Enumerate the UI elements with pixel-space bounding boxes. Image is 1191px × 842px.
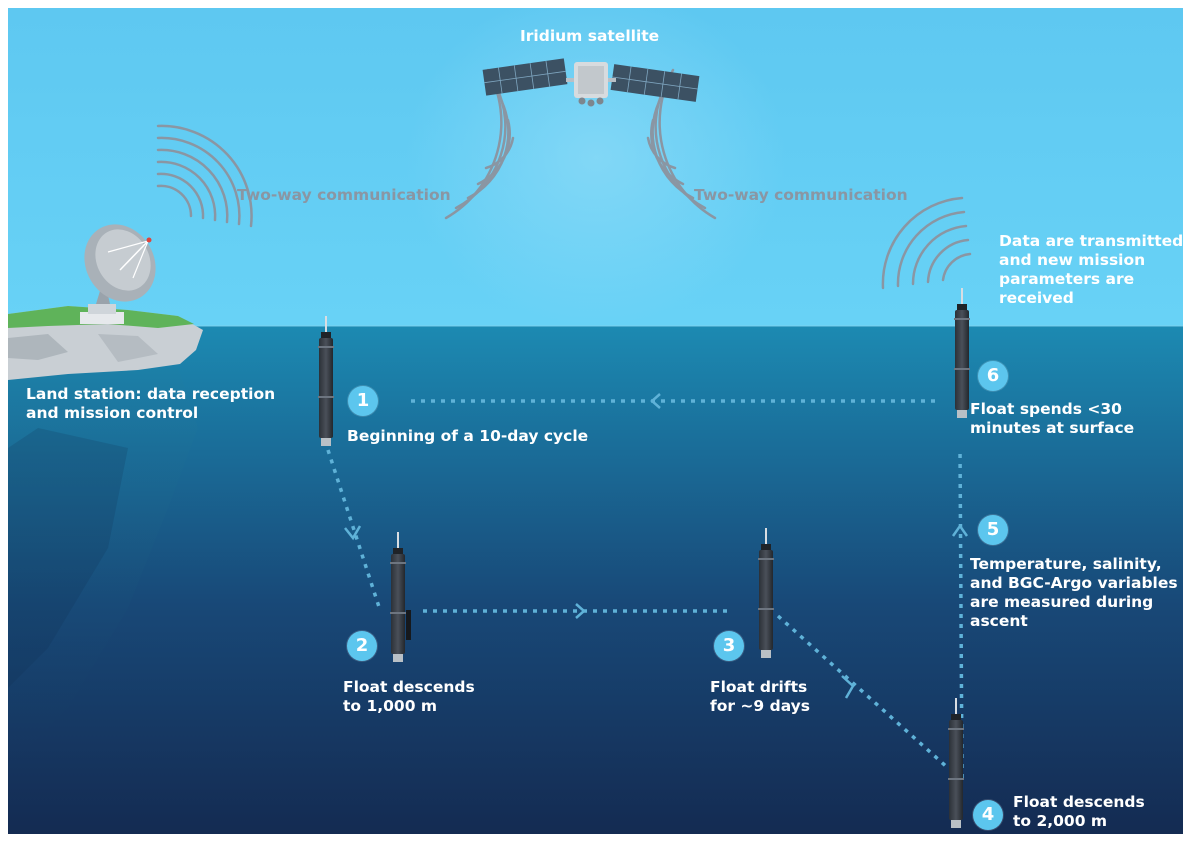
step-label: Float drifts for ~9 days <box>710 678 810 716</box>
step-label-line: Temperature, salinity, <box>970 555 1162 573</box>
step-label-line: for ~9 days <box>710 697 811 715</box>
step-label: Float spends <30 minutes at surface <box>970 400 1134 438</box>
transmit-note-line-3: parameters are <box>999 270 1135 288</box>
satellite-icon <box>482 58 700 107</box>
transmit-note-line-2: and new mission <box>999 251 1146 269</box>
transmit-note: Data are transmitted and new mission par… <box>999 232 1183 308</box>
trajectory-paths <box>326 399 964 779</box>
step-badge: 2 <box>347 631 377 661</box>
step-label-line: ascent <box>970 612 1028 630</box>
land-station-label: Land station: data reception and mission… <box>26 385 275 423</box>
step-label-line: minutes at surface <box>970 419 1135 437</box>
step-badge: 6 <box>978 361 1008 391</box>
communication-label-right: Two-way communication <box>694 186 908 204</box>
step-label-line: Float drifts <box>710 678 808 696</box>
transmit-note-line-1: Data are transmitted <box>999 232 1183 250</box>
diagram-frame: Iridium satellite Two-way communication … <box>8 8 1183 834</box>
float-icon <box>318 288 970 828</box>
scene-graphics <box>8 8 1183 834</box>
path-direction-icons <box>344 393 969 699</box>
step-label-line: and BGC-Argo variables <box>970 574 1178 592</box>
step-badge: 1 <box>348 386 378 416</box>
step-label-line: Float spends <30 <box>970 400 1122 418</box>
communication-label-left: Two-way communication <box>237 186 451 204</box>
land-station-line-1: Land station: data reception <box>26 385 276 403</box>
step-label: Float descends to 1,000 m <box>343 678 475 716</box>
satellite-dish-icon <box>80 224 156 324</box>
step-label-line: to 1,000 m <box>343 697 438 715</box>
step-badge: 4 <box>973 800 1003 830</box>
step-label-line: Float descends <box>1013 793 1145 811</box>
step-badge: 5 <box>978 515 1008 545</box>
step-label: Beginning of a 10-day cycle <box>347 427 589 445</box>
satellite-label: Iridium satellite <box>520 27 660 45</box>
step-label: Temperature, salinity, and BGC-Argo vari… <box>970 555 1178 631</box>
step-label: Float descends to 2,000 m <box>1013 793 1145 831</box>
step-label-line: to 2,000 m <box>1013 812 1108 830</box>
transmit-note-line-4: received <box>999 289 1074 307</box>
signal-waves-icon <box>881 196 972 290</box>
step-label-line: Float descends <box>343 678 475 696</box>
step-badge: 3 <box>714 631 744 661</box>
signal-waves-icon <box>156 124 253 228</box>
land-station-line-2: and mission control <box>26 404 199 422</box>
step-label-line: are measured during <box>970 593 1154 611</box>
